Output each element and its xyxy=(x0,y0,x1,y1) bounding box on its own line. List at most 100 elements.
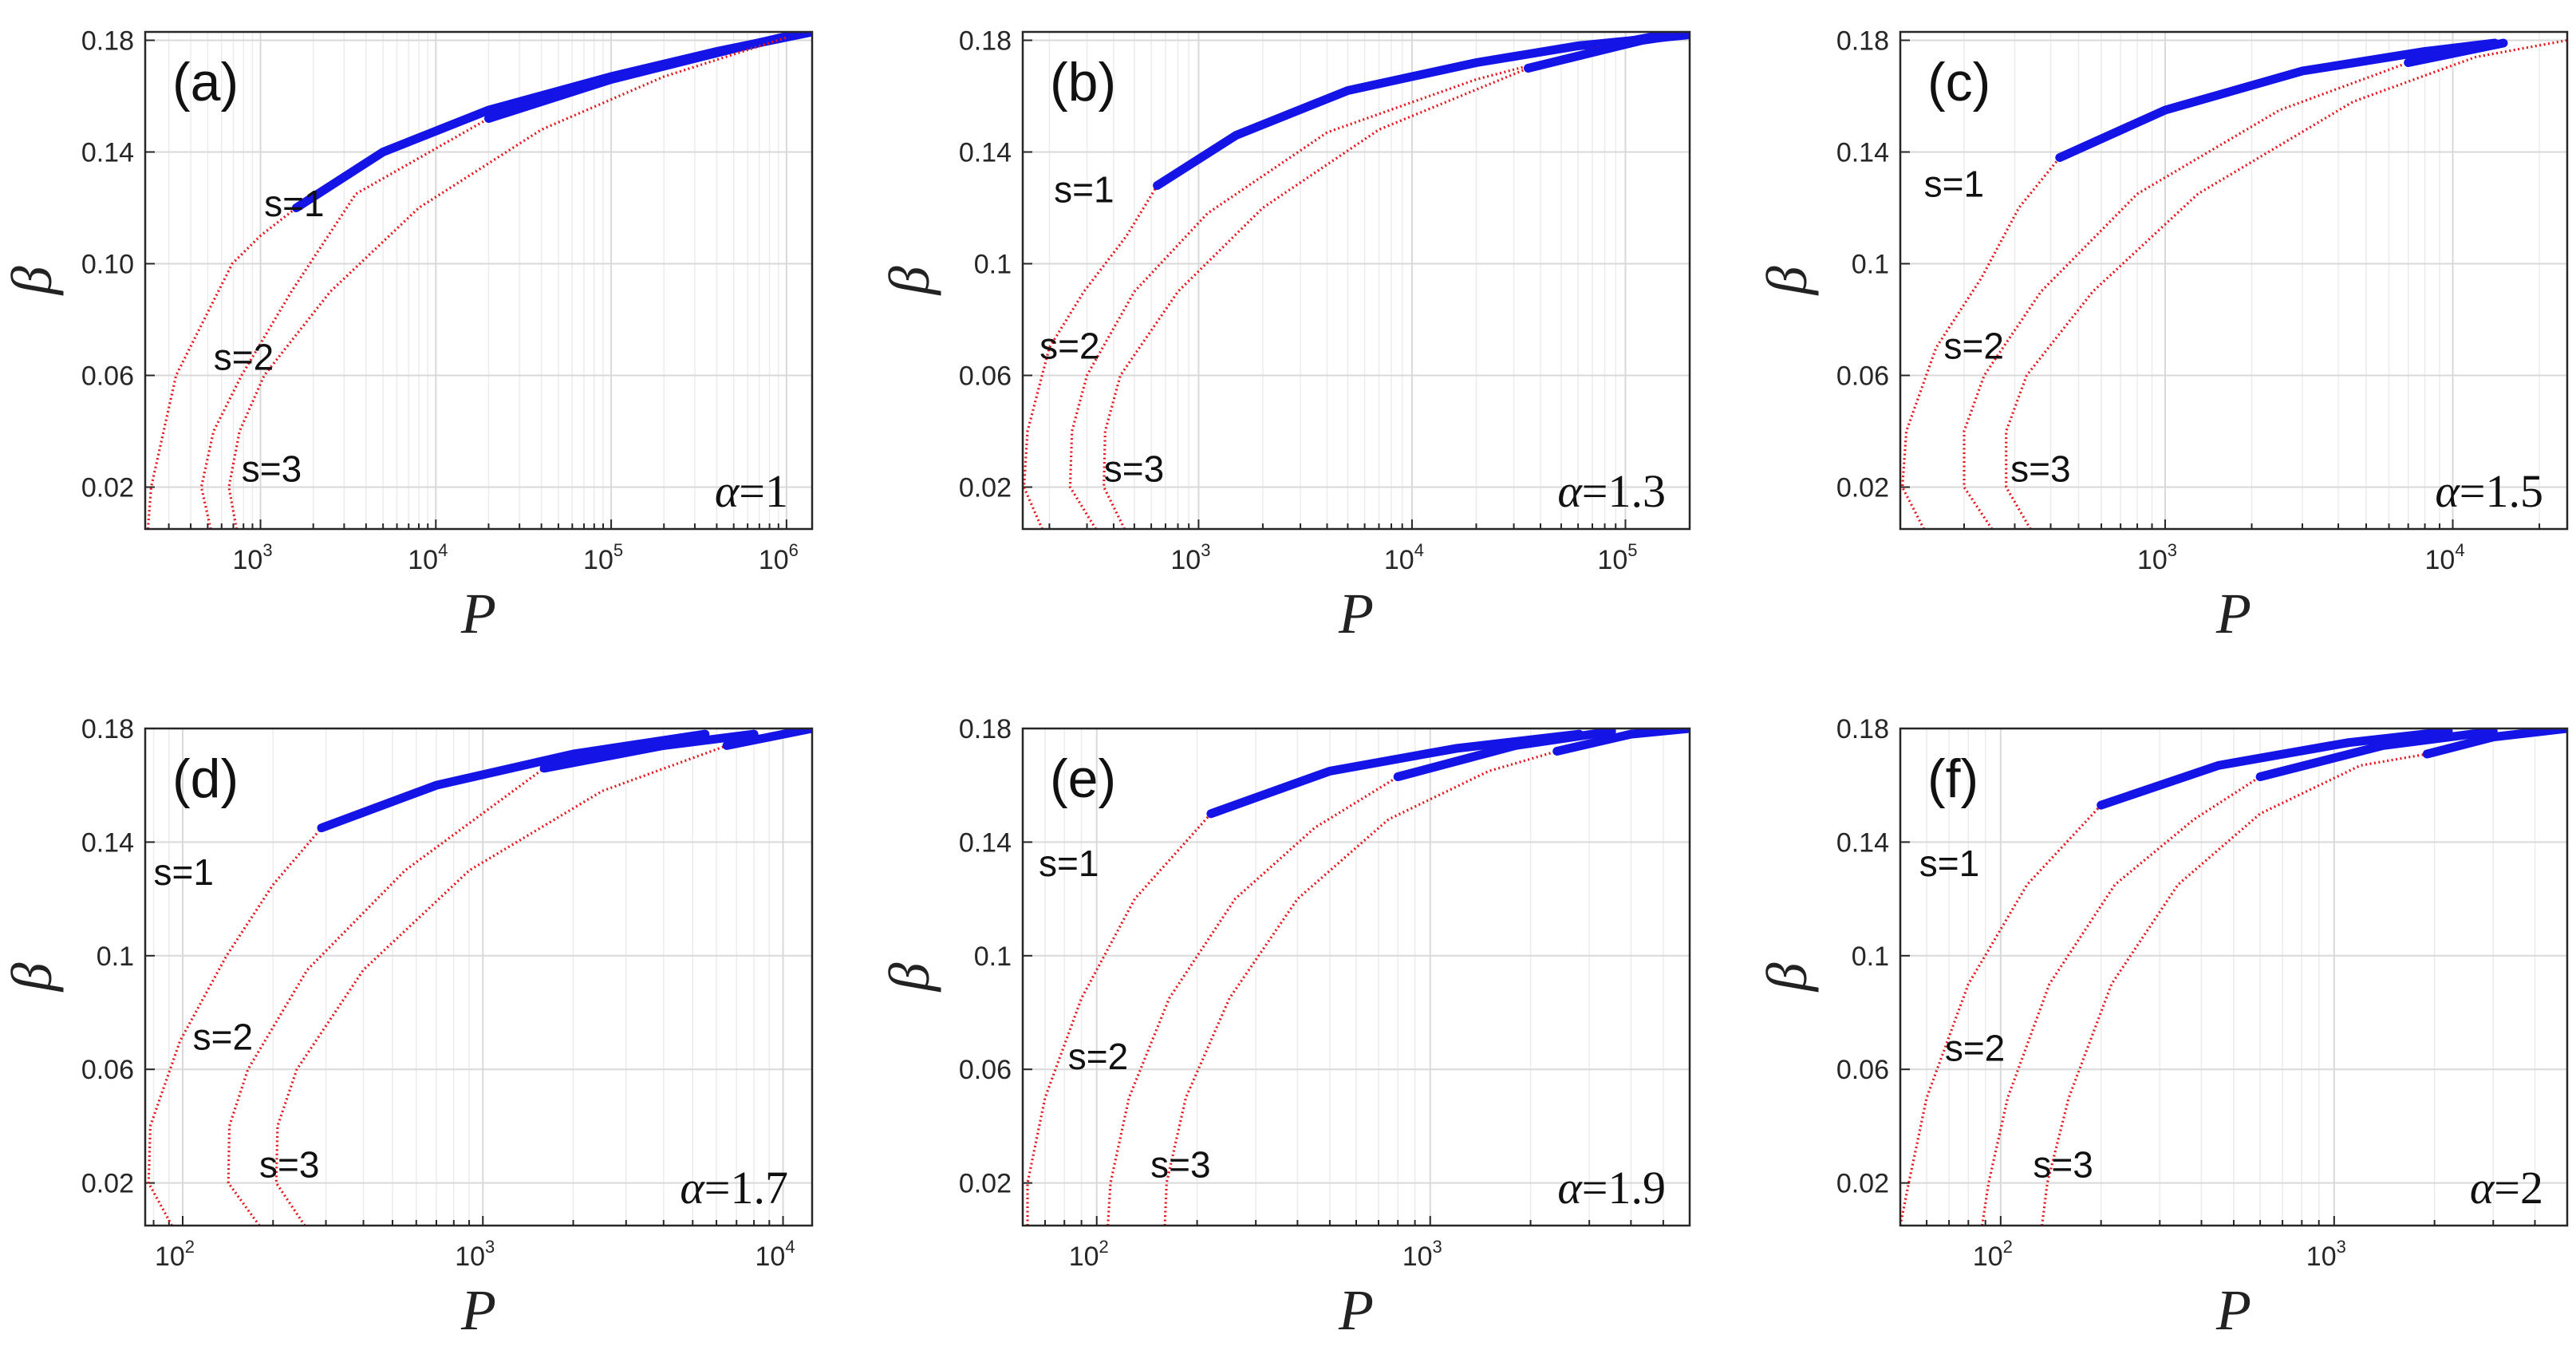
unstable-branch-s2 xyxy=(227,732,755,1226)
y-tick-label: 0.1 xyxy=(97,942,134,972)
axes-frame xyxy=(144,30,814,531)
y-axis-label: β xyxy=(1755,266,1819,296)
series-label-s2: s=2 xyxy=(214,337,274,378)
x-tick-label: 104 xyxy=(755,1237,795,1272)
y-tick-label: 0.02 xyxy=(1836,1169,1889,1199)
alpha-annotation: α=1.3 xyxy=(1557,465,1666,517)
axes-frame xyxy=(144,727,814,1227)
y-tick-label: 0.02 xyxy=(81,1169,134,1199)
series-label-s2: s=2 xyxy=(1944,326,2004,367)
unstable-branch-s1 xyxy=(1023,33,1690,529)
unstable-branch-s2 xyxy=(1068,33,1663,529)
panel-label: (f) xyxy=(1927,748,1978,809)
y-tick-label: 0.02 xyxy=(959,1169,1012,1199)
y-tick-label: 0.02 xyxy=(1836,473,1889,503)
panel-f: 0.02 0.06 0.1 0.14 0.18 102 103 s=1 s=2 s=3 (f) α=2… xyxy=(1755,714,2569,1342)
x-tick-label: 104 xyxy=(1384,540,1424,575)
panel-label: (b) xyxy=(1050,52,1116,113)
x-axis-label: P xyxy=(1338,582,1374,645)
x-tick-label: 103 xyxy=(1402,1237,1442,1272)
axes-frame xyxy=(1021,30,1691,531)
y-tick-label: 0.02 xyxy=(959,473,1012,503)
alpha-annotation: α=1 xyxy=(715,465,788,517)
x-tick-label: 102 xyxy=(155,1237,195,1272)
y-tick-label: 0.18 xyxy=(1836,26,1889,57)
series-label-s1: s=1 xyxy=(1054,169,1114,211)
series-label-s2: s=2 xyxy=(1945,1028,2005,1069)
alpha-annotation: α=1.7 xyxy=(680,1162,788,1214)
y-tick-label: 0.14 xyxy=(81,138,134,168)
x-tick-label: 103 xyxy=(232,540,272,575)
x-tick-label: 103 xyxy=(455,1237,495,1272)
x-axis-label: P xyxy=(1338,1278,1374,1342)
axes-frame xyxy=(1021,727,1691,1227)
panel-e: 0.02 0.06 0.1 0.14 0.18 102 103 s=1 s=2 s=3 (e) α=1… xyxy=(878,714,1691,1342)
panel-c: 0.02 0.06 0.1 0.14 0.18 103 104 s=1 s=2 s=3 (c) α=1… xyxy=(1755,26,2569,645)
stable-branch-s2 xyxy=(2404,38,2508,67)
series-label-s3: s=3 xyxy=(259,1143,319,1185)
stable-branch-s2 xyxy=(539,729,759,773)
series-label-s3: s=3 xyxy=(2033,1143,2093,1185)
x-tick-label: 102 xyxy=(1069,1237,1109,1272)
axes-frame xyxy=(1899,727,2569,1227)
series-label-s3: s=3 xyxy=(1104,448,1164,490)
y-axis-label: β xyxy=(878,266,941,296)
y-tick-label: 0.18 xyxy=(959,714,1012,744)
unstable-branch-s3 xyxy=(2005,38,2567,529)
y-tick-label: 0.14 xyxy=(81,827,134,858)
series-label-s1: s=1 xyxy=(1919,843,1979,884)
series-label-s2: s=2 xyxy=(1039,326,1099,367)
stable-branch-s3 xyxy=(1524,32,1685,73)
y-tick-label: 0.1 xyxy=(974,250,1012,280)
alpha-annotation: α=1.9 xyxy=(1557,1162,1666,1214)
stable-branch-s1 xyxy=(2055,38,2499,162)
y-tick-label: 0.18 xyxy=(959,26,1012,57)
panel-label: (e) xyxy=(1050,748,1116,809)
x-tick-label: 105 xyxy=(583,540,623,575)
y-tick-label: 0.14 xyxy=(959,827,1012,858)
y-axis-label: β xyxy=(0,962,64,993)
alpha-annotation: α=2 xyxy=(2470,1162,2543,1214)
x-tick-label: 103 xyxy=(2306,1237,2346,1272)
y-axis-label: β xyxy=(0,266,64,296)
stable-branch-s3 xyxy=(2422,728,2567,759)
panel-label: (a) xyxy=(172,52,239,113)
stable-branch-s3 xyxy=(722,728,812,750)
x-axis-label: P xyxy=(460,582,496,645)
x-tick-label: 102 xyxy=(1973,1237,2013,1272)
unstable-branch-s3 xyxy=(227,36,787,529)
x-axis-label: P xyxy=(2215,582,2251,645)
y-tick-label: 0.18 xyxy=(81,714,134,744)
y-axis-label: β xyxy=(878,962,941,993)
series-label-s2: s=2 xyxy=(193,1016,253,1057)
panel-d: 0.02 0.06 0.1 0.14 0.18 102 103 104 s=1 s=2 s=3 (d)… xyxy=(0,714,814,1342)
y-axis-label: β xyxy=(1755,962,1819,993)
series-label-s3: s=3 xyxy=(1150,1143,1210,1185)
alpha-annotation: α=1.5 xyxy=(2435,465,2543,517)
x-axis-label: P xyxy=(2215,1278,2251,1342)
series-label-s3: s=3 xyxy=(2010,448,2070,490)
y-tick-label: 0.1 xyxy=(1852,942,1889,972)
stable-branch-s2 xyxy=(2255,728,2498,781)
stable-branch-s1 xyxy=(1153,32,1690,190)
y-tick-label: 0.06 xyxy=(81,361,134,392)
stable-branch-s1 xyxy=(317,729,710,833)
panel-b: 0.02 0.06 0.1 0.14 0.18 103 104 105 s=1 s=2 s=3 (b)… xyxy=(878,26,1691,645)
y-tick-label: 0.18 xyxy=(81,26,134,57)
x-tick-label: 104 xyxy=(2424,540,2464,575)
y-tick-label: 0.1 xyxy=(974,942,1012,972)
y-tick-label: 0.14 xyxy=(959,138,1012,168)
panel-label: (d) xyxy=(172,748,239,809)
stable-branch-s2 xyxy=(484,32,799,123)
panel-label: (c) xyxy=(1927,52,1990,113)
y-tick-label: 0.02 xyxy=(81,473,134,503)
x-axis-label: P xyxy=(460,1278,496,1342)
y-tick-label: 0.18 xyxy=(1836,714,1889,744)
x-tick-label: 103 xyxy=(2137,540,2177,575)
x-tick-label: 104 xyxy=(408,540,448,575)
x-tick-label: 106 xyxy=(759,540,799,575)
stable-branch-s3 xyxy=(1552,728,1690,756)
axes-frame xyxy=(1899,30,2569,531)
y-tick-label: 0.06 xyxy=(1836,361,1889,392)
stable-branch-s1 xyxy=(291,32,812,212)
